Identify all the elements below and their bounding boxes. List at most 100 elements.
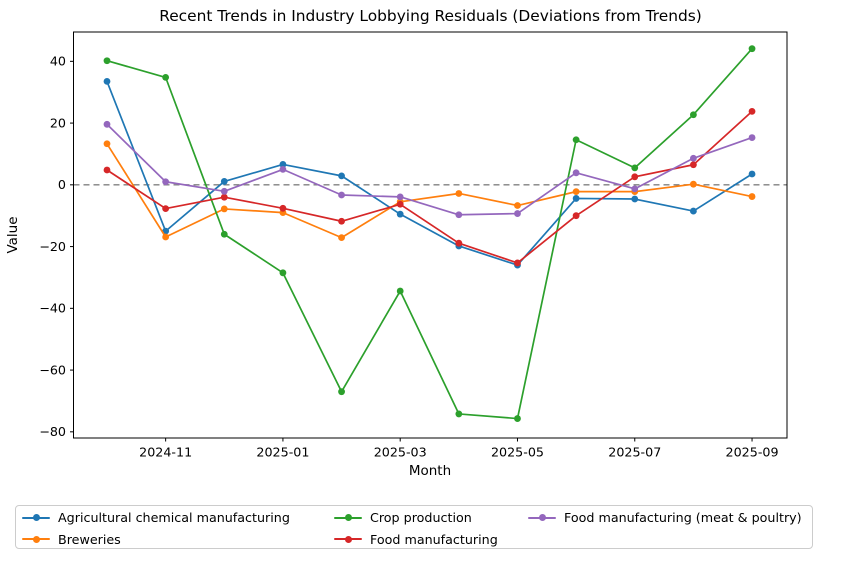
- data-point: [572, 136, 580, 144]
- legend-item: Agricultural chemical manufacturing: [22, 507, 290, 529]
- x-tick-label: 2025-03: [374, 445, 427, 460]
- data-point: [455, 211, 463, 219]
- y-axis-label: Value: [5, 216, 21, 254]
- y-tick-label: 20: [50, 115, 66, 130]
- data-point: [396, 287, 404, 295]
- data-point: [220, 193, 228, 201]
- legend-item: Crop production: [334, 507, 498, 529]
- data-point: [572, 188, 580, 196]
- data-point: [103, 166, 111, 174]
- legend-dot-swatch: [344, 535, 352, 543]
- data-point: [455, 239, 463, 247]
- data-point: [338, 172, 345, 180]
- legend-column: Food manufacturing (meat & poultry): [528, 507, 802, 529]
- data-point: [279, 165, 287, 173]
- y-tick-label: −40: [39, 301, 66, 316]
- y-tick-label: 40: [50, 54, 66, 69]
- data-point: [690, 161, 697, 169]
- legend-item: Food manufacturing: [334, 529, 498, 551]
- legend-series-marker-icon: [528, 513, 556, 523]
- data-point: [279, 161, 287, 168]
- data-point: [279, 269, 287, 277]
- data-point: [690, 180, 697, 188]
- axes-frame: [73, 31, 788, 439]
- data-point: [572, 212, 580, 220]
- y-tick-label: −60: [39, 362, 66, 377]
- data-point: [690, 154, 697, 162]
- data-point: [396, 200, 404, 208]
- x-tick-label: 2024-11: [139, 445, 192, 460]
- legend-series-marker-icon: [22, 534, 50, 544]
- data-point: [631, 185, 639, 193]
- legend-series-marker-icon: [334, 513, 362, 523]
- data-point: [338, 191, 345, 199]
- y-tick-label: −80: [39, 424, 66, 439]
- data-point: [514, 202, 521, 209]
- data-point: [748, 170, 756, 178]
- data-point: [220, 187, 228, 195]
- data-point: [162, 205, 170, 213]
- data-point: [338, 234, 345, 242]
- plot-area: 40 20 0 −20 −40 −60 −80 2024-11 2025-01 2025-03 20…: [39, 31, 788, 460]
- data-point: [103, 120, 111, 128]
- data-point: [514, 415, 521, 422]
- data-point: [220, 230, 228, 238]
- data-point: [338, 388, 345, 396]
- legend-label: Breweries: [58, 531, 121, 547]
- legend-label: Food manufacturing: [370, 531, 498, 547]
- data-point: [748, 193, 756, 200]
- legend-item: Breweries: [22, 529, 290, 551]
- data-point: [748, 45, 756, 53]
- legend-series-marker-icon: [334, 534, 362, 544]
- data-point: [514, 210, 521, 217]
- x-tick-label: 2025-01: [256, 445, 309, 460]
- data-point: [338, 217, 345, 225]
- data-point: [631, 173, 639, 181]
- data-point: [103, 140, 111, 148]
- data-point: [631, 164, 639, 172]
- data-point: [748, 107, 756, 115]
- legend-series-marker-icon: [22, 513, 50, 523]
- data-point: [572, 169, 580, 177]
- data-point: [162, 73, 170, 81]
- legend-label: Agricultural chemical manufacturing: [58, 510, 290, 526]
- data-point: [396, 210, 404, 218]
- y-tick-label: −20: [39, 239, 66, 254]
- x-axis-label: Month: [408, 463, 452, 479]
- chart-title: Recent Trends in Industry Lobbying Resid…: [159, 7, 702, 25]
- data-point: [690, 111, 697, 119]
- data-point: [279, 204, 287, 212]
- legend: Agricultural chemical manufacturing Brewe…: [15, 505, 813, 549]
- legend-label: Food manufacturing (meat & poultry): [564, 510, 802, 526]
- data-point: [162, 233, 170, 241]
- series-line: [106, 143, 753, 239]
- data-point: [103, 57, 111, 65]
- data-point: [162, 178, 170, 186]
- data-point: [514, 259, 521, 267]
- legend-column: Crop production Food manufacturing: [334, 507, 498, 550]
- legend-dot-swatch: [32, 535, 40, 543]
- x-tick-label: 2025-05: [491, 445, 544, 460]
- legend-dot-swatch: [538, 514, 546, 522]
- legend-dot-swatch: [344, 514, 352, 522]
- data-point: [690, 207, 697, 215]
- legend-column: Agricultural chemical manufacturing Brewe…: [22, 507, 290, 550]
- data-point: [103, 77, 111, 85]
- data-point: [220, 178, 228, 185]
- data-point: [748, 134, 756, 141]
- legend-dot-swatch: [32, 514, 40, 522]
- data-point: [572, 195, 580, 202]
- data-point: [220, 205, 228, 213]
- data-point: [455, 190, 463, 197]
- series-line: [106, 110, 753, 264]
- series-line: [106, 48, 753, 420]
- data-point: [396, 193, 404, 201]
- data-point: [631, 195, 639, 203]
- x-tick-label: 2025-09: [726, 445, 779, 460]
- data-point: [455, 410, 463, 418]
- series-line: [106, 123, 753, 216]
- legend-label: Crop production: [370, 510, 472, 526]
- y-tick-label: 0: [58, 177, 66, 192]
- legend-item: Food manufacturing (meat & poultry): [528, 507, 802, 529]
